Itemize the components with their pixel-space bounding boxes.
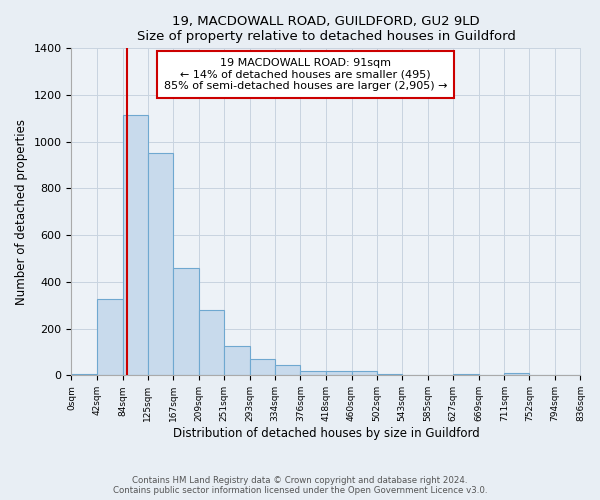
X-axis label: Distribution of detached houses by size in Guildford: Distribution of detached houses by size … xyxy=(173,427,479,440)
Bar xyxy=(352,370,377,376)
Bar xyxy=(301,370,326,376)
Bar xyxy=(148,154,173,376)
Bar xyxy=(453,374,479,376)
Bar xyxy=(71,374,97,376)
Text: Contains HM Land Registry data © Crown copyright and database right 2024.
Contai: Contains HM Land Registry data © Crown c… xyxy=(113,476,487,495)
Text: 19 MACDOWALL ROAD: 91sqm
← 14% of detached houses are smaller (495)
85% of semi-: 19 MACDOWALL ROAD: 91sqm ← 14% of detach… xyxy=(164,58,448,92)
Bar xyxy=(173,268,199,376)
Bar xyxy=(97,300,122,376)
Bar xyxy=(224,346,250,376)
Y-axis label: Number of detached properties: Number of detached properties xyxy=(15,119,28,305)
Bar xyxy=(199,310,224,376)
Bar xyxy=(377,374,402,376)
Bar xyxy=(275,365,301,376)
Title: 19, MACDOWALL ROAD, GUILDFORD, GU2 9LD
Size of property relative to detached hou: 19, MACDOWALL ROAD, GUILDFORD, GU2 9LD S… xyxy=(137,15,515,43)
Bar xyxy=(250,359,275,376)
Bar xyxy=(122,115,148,376)
Bar xyxy=(505,373,529,376)
Bar xyxy=(326,370,352,376)
